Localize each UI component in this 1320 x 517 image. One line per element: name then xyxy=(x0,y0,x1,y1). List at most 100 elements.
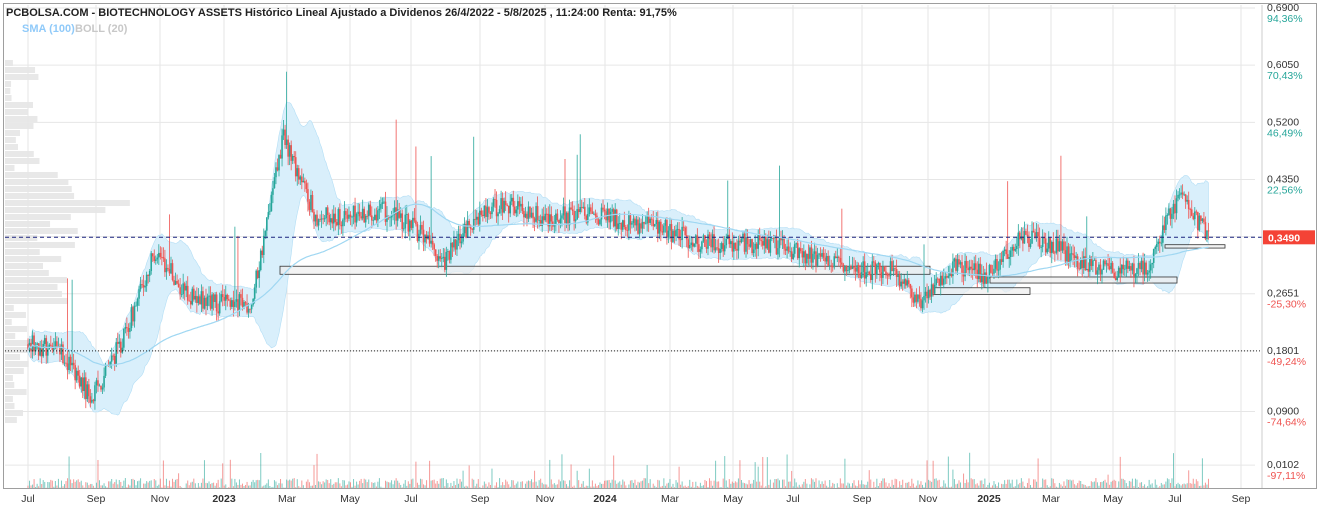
candle-body xyxy=(1162,225,1164,243)
candle-body xyxy=(369,204,372,216)
candle-body xyxy=(479,210,481,225)
candle-body xyxy=(92,399,95,402)
candle-body xyxy=(632,218,635,223)
candle-body xyxy=(401,213,404,230)
candle-body xyxy=(806,253,808,264)
candle-body xyxy=(996,258,998,271)
candle-body xyxy=(202,291,204,309)
candle-body xyxy=(88,384,90,397)
volume-profile-bar xyxy=(5,312,26,318)
candle-body xyxy=(471,228,474,230)
candle-body xyxy=(510,197,513,202)
candle-body xyxy=(819,253,822,257)
candle-body xyxy=(841,262,843,265)
candle-body xyxy=(825,255,828,262)
candle-body xyxy=(1136,268,1138,275)
candle-body xyxy=(1165,215,1167,230)
candle-body xyxy=(1195,211,1198,213)
volume-profile-bar xyxy=(5,144,19,150)
candle-body xyxy=(241,297,244,307)
candle-body xyxy=(882,267,884,278)
candle-body xyxy=(1035,232,1038,238)
candle-body xyxy=(1085,268,1088,271)
candle-body xyxy=(787,246,790,252)
candle-body xyxy=(1005,249,1007,255)
candle-body xyxy=(144,286,146,288)
current-price-label: 0,3490 xyxy=(1268,232,1300,244)
candle-body xyxy=(42,343,45,357)
candle-body xyxy=(941,275,944,285)
candle-body xyxy=(1108,266,1111,270)
candle-body xyxy=(900,281,902,287)
candle-body xyxy=(253,287,256,299)
candle-body xyxy=(1096,270,1099,275)
volume-profile-bar xyxy=(5,410,23,416)
candle-body xyxy=(262,235,265,255)
candle-body xyxy=(1120,264,1123,274)
candle-body xyxy=(713,234,715,251)
candle-body xyxy=(860,272,863,278)
candle-body xyxy=(109,361,111,366)
candle-body xyxy=(684,227,686,236)
volume-profile-bar xyxy=(5,361,29,367)
candle-body xyxy=(1127,260,1129,269)
candle-body xyxy=(1178,194,1181,196)
candle-body xyxy=(80,377,83,387)
candle-body xyxy=(1145,262,1147,275)
candle-body xyxy=(859,273,861,278)
y-tick-label: 0,5200 xyxy=(1267,116,1299,128)
candle-body xyxy=(994,258,997,269)
candle-body xyxy=(521,203,524,211)
candle-body xyxy=(276,167,279,171)
candle-body xyxy=(133,305,136,322)
candle-body xyxy=(567,212,569,226)
candle-body xyxy=(101,387,104,390)
candle-body xyxy=(1142,260,1144,275)
candle-body xyxy=(404,214,407,229)
x-tick-label: Jul xyxy=(404,493,417,505)
volume-profile-bar xyxy=(5,158,40,164)
x-tick-label: 2023 xyxy=(212,493,236,505)
candle-body xyxy=(442,256,445,259)
candle-body xyxy=(1140,260,1143,270)
candle-body xyxy=(430,240,432,244)
candle-body xyxy=(91,399,93,403)
candle-body xyxy=(590,207,592,212)
candle-body xyxy=(112,355,114,357)
candle-body xyxy=(1166,215,1169,216)
candle-body xyxy=(339,209,341,225)
candle-body xyxy=(967,268,969,271)
candle-body xyxy=(1131,263,1134,271)
candle-body xyxy=(343,211,346,220)
candle-body xyxy=(690,242,693,246)
candle-body xyxy=(1040,247,1042,248)
candle-body xyxy=(793,244,796,254)
candle-body xyxy=(148,271,151,276)
candle-body xyxy=(94,385,96,402)
candle-body xyxy=(947,275,950,278)
candle-body xyxy=(673,230,676,237)
candle-body xyxy=(971,268,974,271)
candle-body xyxy=(911,288,913,298)
candle-body xyxy=(1168,208,1170,216)
candle-body xyxy=(159,252,162,257)
candle-body xyxy=(529,206,531,218)
candle-body xyxy=(643,221,645,224)
candle-body xyxy=(939,275,942,286)
candle-body xyxy=(985,272,988,284)
volume-profile-bar xyxy=(5,417,17,423)
candle-body xyxy=(810,247,813,263)
volume-profile-bar xyxy=(5,137,16,143)
candle-body xyxy=(728,234,731,245)
candle-body xyxy=(792,253,794,260)
candle-body xyxy=(50,344,52,346)
candle-body xyxy=(918,294,921,299)
candle-body xyxy=(329,218,332,223)
candle-body xyxy=(764,236,767,249)
y-tick-percent: -97,11% xyxy=(1267,470,1305,482)
candle-body xyxy=(1200,215,1202,221)
candle-body xyxy=(237,299,239,311)
candle-body xyxy=(1114,278,1117,280)
candle-body xyxy=(141,284,143,286)
